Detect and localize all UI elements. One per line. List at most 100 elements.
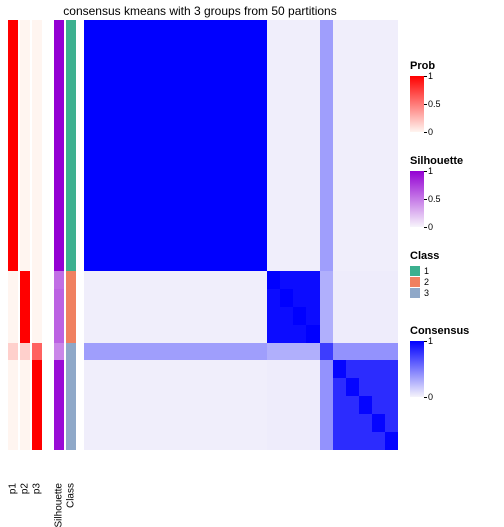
heatmap-cell xyxy=(163,414,177,432)
heatmap-cell xyxy=(215,163,229,181)
heatmap-cell xyxy=(189,20,203,38)
heatmap-cell xyxy=(385,360,399,378)
heatmap-cell xyxy=(189,128,203,146)
heatmap-cell xyxy=(149,110,163,128)
heatmap-cell xyxy=(293,217,307,235)
heatmap-cell xyxy=(84,199,98,217)
heatmap-cell xyxy=(163,217,177,235)
heatmap-cell xyxy=(280,217,294,235)
heatmap-cell xyxy=(359,74,373,92)
heatmap-cell xyxy=(97,271,111,289)
heatmap-cell xyxy=(176,271,190,289)
heatmap-cell xyxy=(149,235,163,253)
heatmap-cell xyxy=(110,253,124,271)
anno-label-p3: p3 xyxy=(32,483,43,494)
heatmap-cell xyxy=(241,325,255,343)
heatmap-cell xyxy=(149,128,163,146)
anno-cell xyxy=(54,199,64,217)
heatmap-cell xyxy=(176,325,190,343)
heatmap-cell xyxy=(320,217,334,235)
heatmap-cell xyxy=(176,414,190,432)
anno-cell xyxy=(8,217,18,235)
heatmap-cell xyxy=(385,432,399,450)
heatmap-cell xyxy=(346,360,360,378)
heatmap-cell xyxy=(372,396,386,414)
heatmap-cell xyxy=(97,181,111,199)
heatmap-cell xyxy=(189,110,203,128)
heatmap-cell xyxy=(123,325,137,343)
heatmap-cell xyxy=(372,56,386,74)
heatmap-cell xyxy=(333,343,347,361)
anno-cell xyxy=(20,271,30,289)
heatmap-cell xyxy=(202,325,216,343)
heatmap-cell xyxy=(110,110,124,128)
heatmap-cell xyxy=(293,432,307,450)
anno-cell xyxy=(8,360,18,378)
heatmap-cell xyxy=(176,181,190,199)
heatmap-cell xyxy=(228,343,242,361)
heatmap-cell xyxy=(372,74,386,92)
anno-cell xyxy=(66,325,76,343)
heatmap-cell xyxy=(320,163,334,181)
heatmap-cell xyxy=(306,414,320,432)
anno-cell xyxy=(20,74,30,92)
heatmap-cell xyxy=(267,217,281,235)
heatmap-cell xyxy=(280,38,294,56)
heatmap-cell xyxy=(359,253,373,271)
heatmap-cell xyxy=(189,38,203,56)
heatmap-cell xyxy=(110,38,124,56)
heatmap-cell xyxy=(215,325,229,343)
anno-cell xyxy=(8,325,18,343)
anno-cell xyxy=(66,307,76,325)
anno-cell xyxy=(66,396,76,414)
heatmap-cell xyxy=(123,145,137,163)
heatmap-cell xyxy=(228,110,242,128)
heatmap-cell xyxy=(149,325,163,343)
anno-cell xyxy=(20,110,30,128)
anno-cell xyxy=(8,307,18,325)
heatmap-cell xyxy=(254,325,268,343)
heatmap-cell xyxy=(359,396,373,414)
anno-cell xyxy=(32,360,42,378)
heatmap-cell xyxy=(241,199,255,217)
anno-cell xyxy=(54,20,64,38)
anno-cell xyxy=(32,199,42,217)
heatmap-cell xyxy=(84,38,98,56)
heatmap-cell xyxy=(176,110,190,128)
heatmap-cell xyxy=(97,56,111,74)
anno-cell xyxy=(20,181,30,199)
heatmap-cell xyxy=(228,289,242,307)
heatmap-cell xyxy=(84,396,98,414)
anno-cell xyxy=(8,414,18,432)
anno-cell xyxy=(8,38,18,56)
heatmap-cell xyxy=(267,181,281,199)
anno-cell xyxy=(32,181,42,199)
heatmap-cell xyxy=(202,289,216,307)
anno-cell xyxy=(54,56,64,74)
heatmap-cell xyxy=(202,343,216,361)
heatmap-cell xyxy=(202,378,216,396)
heatmap-cell xyxy=(293,253,307,271)
heatmap-cell xyxy=(267,378,281,396)
heatmap-cell xyxy=(241,92,255,110)
anno-cell xyxy=(8,181,18,199)
heatmap-cell xyxy=(267,56,281,74)
heatmap-cell xyxy=(241,110,255,128)
heatmap-cell xyxy=(320,128,334,146)
anno-cell xyxy=(8,271,18,289)
anno-cell xyxy=(32,20,42,38)
heatmap-cell xyxy=(306,181,320,199)
anno-cell xyxy=(66,110,76,128)
anno-cell xyxy=(66,163,76,181)
heatmap-cell xyxy=(228,92,242,110)
heatmap-cell xyxy=(359,181,373,199)
heatmap-cell xyxy=(84,217,98,235)
anno-cell xyxy=(66,360,76,378)
heatmap-cell xyxy=(123,163,137,181)
heatmap-cell xyxy=(372,325,386,343)
anno-cell xyxy=(32,432,42,450)
heatmap-cell xyxy=(136,199,150,217)
heatmap-cell xyxy=(123,92,137,110)
heatmap-cell xyxy=(189,253,203,271)
heatmap-cell xyxy=(267,325,281,343)
